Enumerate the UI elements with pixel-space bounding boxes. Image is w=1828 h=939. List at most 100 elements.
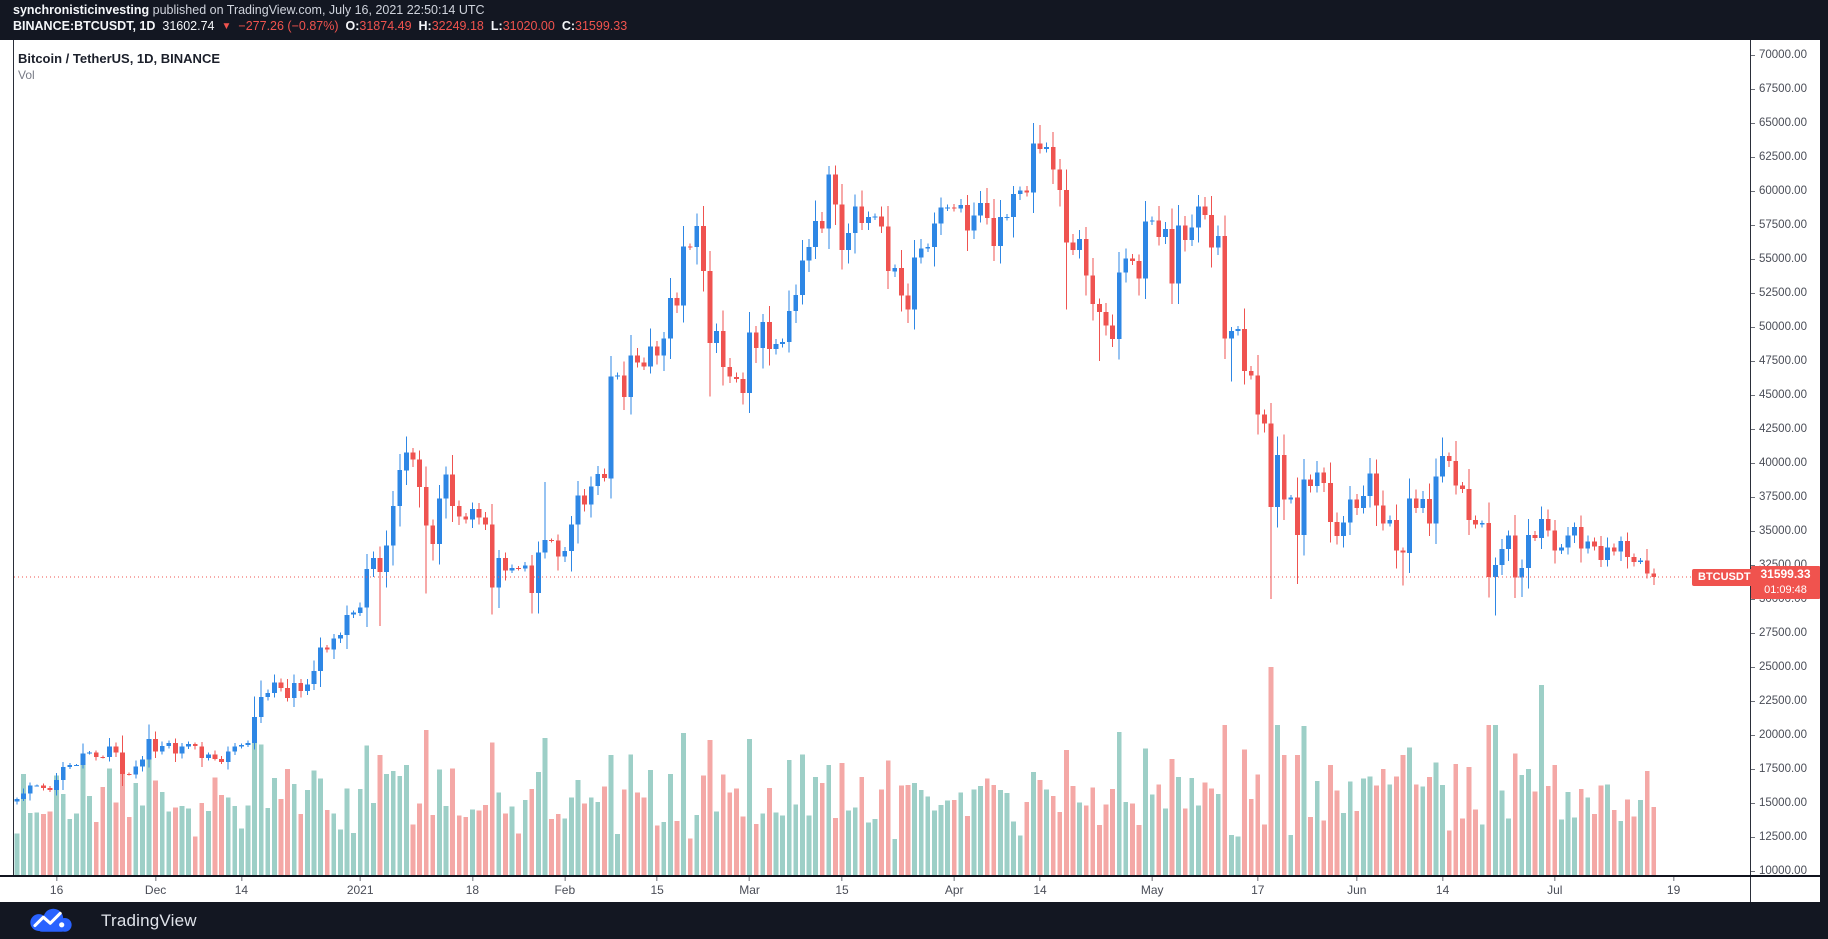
candle-body bbox=[1262, 414, 1267, 424]
volume-bar bbox=[951, 800, 957, 875]
volume-bar bbox=[192, 836, 198, 875]
volume-bar bbox=[641, 797, 647, 875]
candle-body bbox=[1024, 190, 1030, 193]
candle-body bbox=[588, 486, 594, 505]
candle-body bbox=[806, 246, 812, 261]
volume-bar bbox=[1295, 755, 1300, 875]
volume-bar bbox=[1070, 786, 1076, 875]
volume-bar bbox=[41, 813, 46, 875]
candle-body bbox=[1070, 242, 1076, 251]
volume-bar bbox=[615, 834, 620, 875]
volume-bar bbox=[450, 768, 455, 875]
open-value: O:31874.49 bbox=[345, 19, 412, 33]
candle-body bbox=[509, 567, 515, 571]
candle-body bbox=[21, 793, 26, 799]
price-tick-label: 45000.00 bbox=[1751, 388, 1807, 402]
candle-body bbox=[1466, 489, 1472, 520]
candle-body bbox=[1314, 472, 1320, 487]
volume-bar bbox=[1367, 776, 1373, 875]
candle-body bbox=[833, 174, 838, 205]
volume-bar bbox=[430, 815, 436, 875]
volume-bar bbox=[298, 814, 304, 875]
volume-bar bbox=[1354, 810, 1360, 875]
candle-body bbox=[278, 682, 284, 688]
candle-body bbox=[668, 298, 673, 339]
volume-bar bbox=[1196, 805, 1201, 875]
price-axis[interactable]: 70000.00 67500.00 65000.00 62500.00 60000.00… bbox=[1751, 40, 1820, 877]
candle-body bbox=[397, 470, 403, 507]
candle-body bbox=[298, 683, 304, 691]
volume-bar bbox=[456, 815, 462, 875]
volume-bar bbox=[1116, 732, 1122, 875]
volume-bar bbox=[905, 784, 911, 875]
volume-bar bbox=[14, 833, 20, 875]
volume-bar bbox=[879, 789, 884, 875]
chart-panel[interactable]: Bitcoin / TetherUS, 1D, BINANCE Vol 7000… bbox=[0, 40, 1828, 902]
publish-line: synchronisticinvesting published on Trad… bbox=[13, 3, 485, 17]
volume-bar bbox=[1532, 791, 1538, 875]
volume-bar bbox=[1625, 799, 1630, 875]
volume-bar bbox=[344, 788, 350, 875]
volume-bar bbox=[1572, 817, 1577, 875]
candle-body bbox=[390, 506, 396, 546]
volume-bar bbox=[760, 813, 766, 875]
volume-bar bbox=[404, 765, 409, 875]
volume-bar bbox=[199, 803, 205, 875]
time-axis[interactable]: 16 Dec 14 2021 18 Feb 15 Mar 15 Apr 14 May 17 Jun 14 Ju… bbox=[0, 876, 1751, 902]
candle-body bbox=[1202, 206, 1208, 215]
candle-body bbox=[1460, 485, 1465, 489]
candle-body bbox=[714, 331, 719, 344]
volume-bar bbox=[885, 760, 891, 875]
candle-body bbox=[740, 379, 746, 393]
candle-body bbox=[984, 202, 990, 218]
volume-bar bbox=[1031, 772, 1036, 875]
candle-body bbox=[1394, 520, 1399, 551]
candle-body bbox=[80, 753, 86, 765]
candle-body bbox=[140, 759, 145, 767]
candle-body bbox=[918, 248, 924, 258]
tradingview-logo-icon[interactable] bbox=[27, 908, 75, 934]
volume-bar bbox=[852, 807, 858, 875]
candle-body bbox=[1189, 227, 1195, 240]
candle-body bbox=[1011, 194, 1016, 218]
candle-body bbox=[1050, 147, 1056, 170]
volume-bar bbox=[1651, 807, 1657, 875]
candle-body bbox=[1565, 535, 1571, 548]
volume-bar bbox=[1347, 781, 1353, 875]
candle-body bbox=[602, 474, 607, 479]
price-tick-label: 50000.00 bbox=[1751, 320, 1807, 334]
candle-body bbox=[100, 756, 106, 758]
candle-body bbox=[258, 696, 264, 717]
time-tick-label: Dec bbox=[145, 877, 166, 897]
close-value: C:31599.33 bbox=[561, 19, 628, 33]
symbol-status-line: BINANCE:BTCUSDT, 1D 31602.74 ▼ −277.26 (… bbox=[13, 19, 627, 33]
candlestick-plot[interactable] bbox=[0, 40, 1751, 875]
candle-body bbox=[1486, 522, 1492, 577]
volume-bar bbox=[1044, 789, 1049, 875]
candle-body bbox=[1493, 565, 1498, 577]
candle-body bbox=[1413, 498, 1419, 509]
volume-bar bbox=[252, 725, 257, 875]
volume-bar bbox=[1189, 777, 1195, 875]
candle-body bbox=[800, 260, 805, 295]
volume-bar bbox=[146, 743, 152, 875]
volume-bar bbox=[806, 815, 812, 875]
volume-bar bbox=[747, 738, 752, 875]
volume-bar bbox=[219, 794, 224, 875]
tradingview-brand[interactable]: TradingView bbox=[101, 910, 197, 930]
candle-body bbox=[1374, 473, 1379, 506]
volume-bar bbox=[945, 800, 950, 875]
price-tick-label: 25000.00 bbox=[1751, 660, 1807, 674]
volume-bar bbox=[1598, 785, 1604, 875]
volume-bar bbox=[859, 777, 865, 875]
volume-bar bbox=[588, 797, 594, 875]
volume-bar bbox=[1374, 785, 1379, 875]
price-tick-label: 70000.00 bbox=[1751, 48, 1807, 62]
volume-bar bbox=[1512, 753, 1518, 875]
candle-body bbox=[1123, 258, 1129, 273]
candle-body bbox=[575, 495, 581, 525]
candle-body bbox=[1222, 235, 1228, 339]
volume-bar bbox=[800, 754, 805, 875]
time-tick-label: 16 bbox=[50, 877, 63, 897]
